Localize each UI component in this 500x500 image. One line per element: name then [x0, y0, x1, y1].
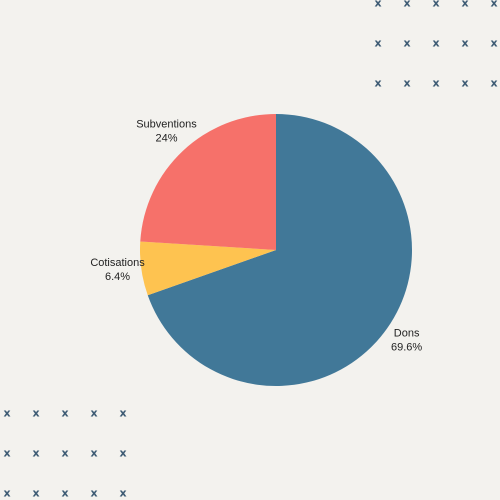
decorative-top-cross: x [432, 37, 439, 50]
decorative-bottom-cross: x [61, 487, 68, 500]
decorative-bottom-cross: x [119, 487, 126, 500]
pie-slice-dons [147, 114, 412, 386]
pie-label-name: Cotisations [90, 257, 145, 269]
pie-slices [140, 114, 412, 386]
decorative-top-cross: x [403, 0, 410, 10]
decorative-bottom-cross: x [61, 407, 68, 420]
decorative-cross-grid-top-right: x x x x x x x x x x x x x x x [374, 0, 497, 90]
decorative-top-cross: x [374, 37, 381, 50]
decorative-bottom-cross: x [61, 447, 68, 460]
pie-labels: Dons 69.6% Cotisations 6.4% Subventions 24% [90, 118, 422, 353]
decorative-top-cross: x [461, 0, 468, 10]
pie-label-name: Dons [394, 327, 420, 339]
decorative-top-cross: x [490, 77, 497, 90]
pie-slice-cotisations [140, 241, 276, 296]
decorative-bottom-cross: x [3, 407, 10, 420]
decorative-cross-grid-bottom-left: x x x x x x x x x x x x x x x [3, 407, 126, 500]
pie-label-value: 24% [155, 132, 177, 144]
decorative-bottom-cross: x [32, 407, 39, 420]
decorative-top-cross: x [461, 77, 468, 90]
decorative-top-cross: x [490, 37, 497, 50]
decorative-bottom-cross: x [3, 447, 10, 460]
decorative-bottom-cross: x [90, 407, 97, 420]
decorative-top-cross: x [374, 0, 381, 10]
decorative-bottom-cross: x [3, 487, 10, 500]
decorative-top-cross: x [403, 37, 410, 50]
decorative-bottom-cross: x [119, 407, 126, 420]
pie-label-value: 6.4% [105, 271, 130, 283]
pie-slice-subventions [140, 114, 276, 250]
decorative-bottom-cross: x [32, 487, 39, 500]
decorative-bottom-cross: x [90, 447, 97, 460]
decorative-top-cross: x [432, 0, 439, 10]
decorative-top-cross: x [432, 77, 439, 90]
pie-label-value: 69.6% [391, 341, 422, 353]
decorative-bottom-cross: x [90, 487, 97, 500]
decorative-top-cross: x [374, 77, 381, 90]
decorative-top-cross: x [461, 37, 468, 50]
decorative-bottom-cross: x [32, 447, 39, 460]
pie-label-name: Subventions [136, 118, 197, 130]
decorative-top-cross: x [403, 77, 410, 90]
decorative-top-cross: x [490, 0, 497, 10]
decorative-bottom-cross: x [119, 447, 126, 460]
